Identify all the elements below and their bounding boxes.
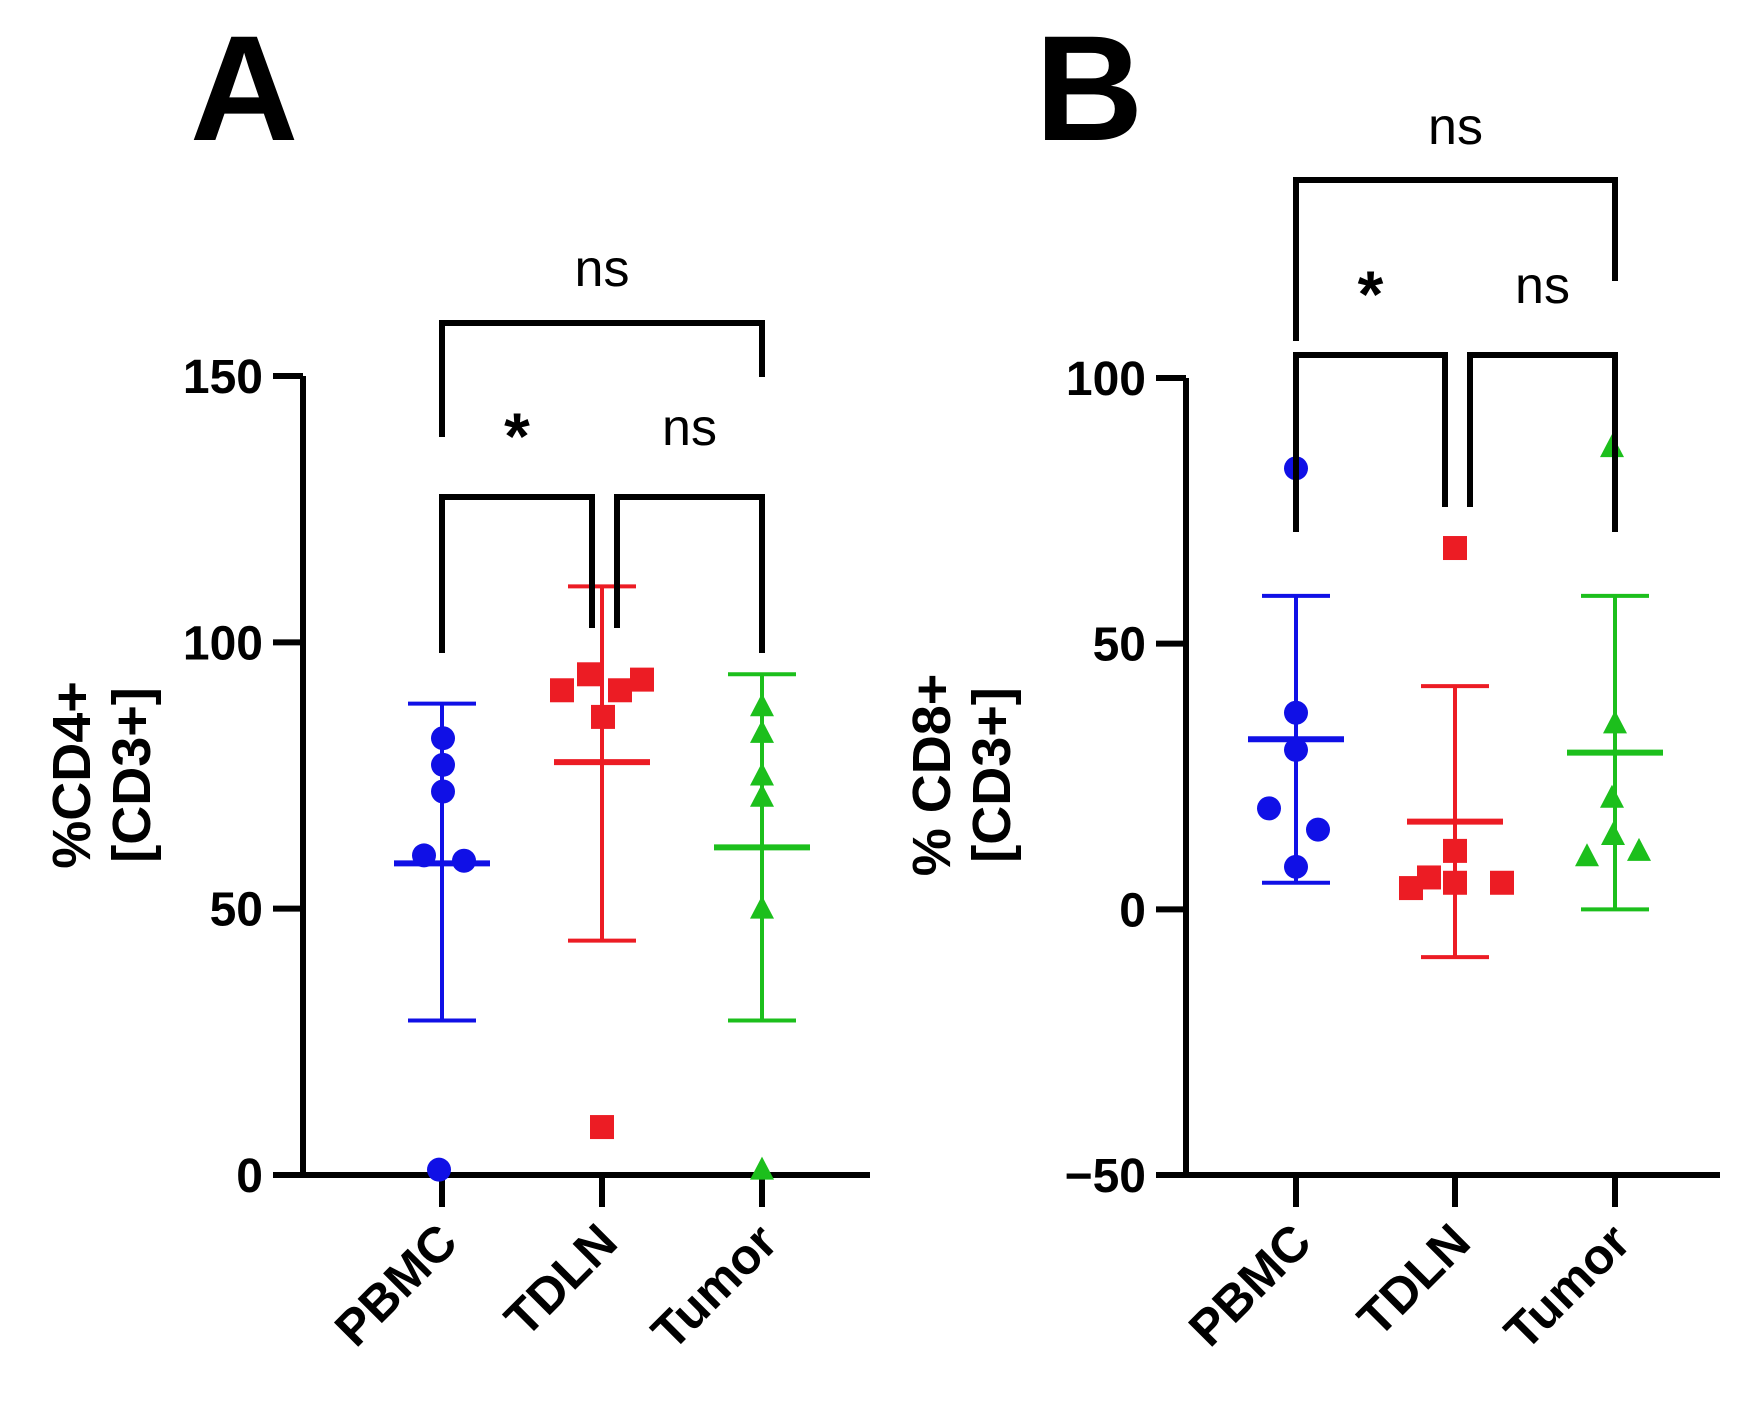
significance-bracket-pbmc-tdln <box>1293 352 1448 532</box>
data-point-tumor <box>750 693 774 717</box>
data-point-tdln <box>590 1115 614 1140</box>
significance-bracket-pbmc-tdln <box>439 494 595 653</box>
data-point-tdln <box>630 667 654 692</box>
y-axis-title-line: [CD3+] <box>962 687 1022 863</box>
significance-label: ns <box>1428 98 1483 156</box>
data-point-tumor <box>1601 821 1625 845</box>
significance-label: ns <box>662 399 717 457</box>
y-tick-label: 100 <box>183 617 263 670</box>
significance-bracket-tdln-tumor <box>1467 352 1618 532</box>
data-point-tumor <box>750 895 774 919</box>
data-point-pbmc <box>431 726 455 751</box>
x-category-label: TDLN <box>494 1213 628 1347</box>
data-point-tdln <box>591 704 615 729</box>
y-axis-title-line: [CD3+] <box>102 687 162 863</box>
x-category-label: PBMC <box>324 1213 468 1357</box>
y-tick-label: 0 <box>1119 884 1146 937</box>
y-axis-title: %CD4+[CD3+] <box>42 681 162 869</box>
y-tick-label: 100 <box>1066 353 1146 406</box>
x-category-label: TDLN <box>1347 1213 1481 1347</box>
significance-bracket-pbmc-tumor <box>439 320 765 437</box>
data-point-pbmc <box>1284 737 1308 762</box>
data-point-tumor <box>1600 784 1624 808</box>
data-point-tdln <box>608 678 632 703</box>
data-point-tdln <box>1443 536 1467 561</box>
significance-label: * <box>1358 257 1384 331</box>
data-point-tumor <box>1575 843 1599 867</box>
panel-letter-a: A <box>190 4 298 172</box>
y-tick-label: −50 <box>1065 1150 1146 1203</box>
data-point-pbmc <box>452 848 476 873</box>
data-point-pbmc <box>1284 854 1308 879</box>
data-point-tdln <box>1417 865 1441 890</box>
y-tick-label: 50 <box>210 884 263 937</box>
panel-letter-b: B <box>1035 4 1143 172</box>
significance-label: * <box>504 399 530 473</box>
y-tick-label: 150 <box>183 351 263 404</box>
data-point-pbmc <box>1257 796 1281 821</box>
data-point-tumor <box>750 783 774 807</box>
significance-label: ns <box>1515 257 1570 315</box>
significance-bracket-tdln-tumor <box>614 494 765 653</box>
significance-label: ns <box>575 240 630 298</box>
data-point-pbmc <box>412 843 436 868</box>
data-point-tdln <box>1490 870 1514 895</box>
data-point-tumor <box>750 719 774 743</box>
y-tick-label: 0 <box>236 1150 263 1203</box>
chart-panel-a: 0 50 100 150 PBMC TDLN Tumor %CD4+[CD3+] * ns ns <box>42 240 870 1360</box>
y-axis-title-line: %CD4+ <box>42 681 102 869</box>
data-point-pbmc <box>1306 817 1330 842</box>
data-point-tdln <box>577 662 601 687</box>
y-axis-title: % CD8+[CD3+] <box>902 674 1022 877</box>
data-point-tumor <box>750 1156 774 1180</box>
data-point-pbmc <box>1284 700 1308 725</box>
significance-bracket-pbmc-tumor <box>1293 177 1618 341</box>
chart-panel-b: −50 0 50 100 PBMC TDLN Tumor % CD8+[CD3+] * ns ns <box>902 98 1720 1360</box>
data-point-pbmc <box>431 779 455 804</box>
x-category-label: Tumor <box>641 1213 788 1360</box>
data-point-tdln <box>1443 870 1467 895</box>
x-category-label: PBMC <box>1178 1213 1322 1357</box>
data-point-tumor <box>750 762 774 786</box>
data-point-pbmc <box>427 1157 451 1182</box>
data-point-tdln <box>550 678 574 703</box>
data-point-tdln <box>1443 838 1467 863</box>
data-point-tumor <box>1627 837 1651 861</box>
y-axis-title-line: % CD8+ <box>902 674 962 877</box>
x-category-label: Tumor <box>1494 1213 1641 1360</box>
y-tick-label: 50 <box>1093 619 1146 672</box>
data-point-pbmc <box>431 752 455 777</box>
data-point-tumor <box>1603 710 1627 734</box>
